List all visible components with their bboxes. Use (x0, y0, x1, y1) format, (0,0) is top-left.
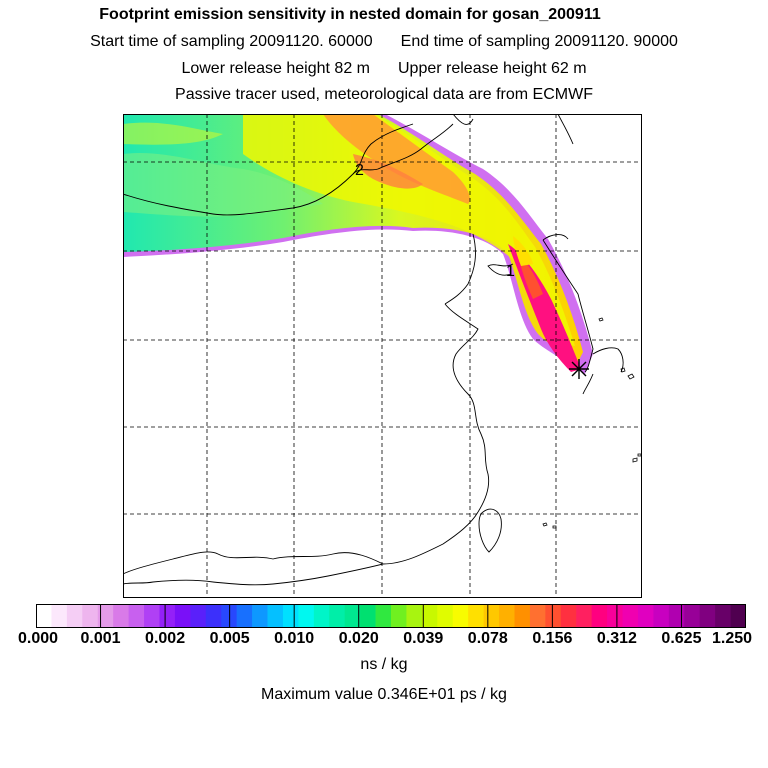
colorbar-cell (684, 604, 701, 628)
colorbar-cell (51, 604, 68, 628)
colorbar-cell (190, 604, 207, 628)
colorbar-unit: ns / kg (360, 656, 408, 673)
colorbar-cell (360, 604, 376, 628)
colorbar-tick-label: 0.020 (338, 630, 379, 647)
coastline (123, 114, 624, 586)
colorbar-tick-label: 0.312 (596, 630, 637, 647)
star-icon (569, 359, 589, 379)
maximum-value: Maximum value 0.346E+01 ps / kg (261, 686, 507, 703)
lower-release-height: Lower release height 82 m (181, 60, 370, 77)
colorbar-cell (252, 604, 268, 628)
colorbar-cell (174, 604, 191, 628)
colorbar-cell (483, 604, 500, 628)
colorbar-cell (344, 604, 361, 628)
colorbar-cell (282, 604, 299, 628)
plume-orange (323, 114, 470, 204)
end-time: End time of sampling 20091120. 90000 (400, 33, 678, 50)
colorbar-cell (468, 604, 484, 628)
colorbar-cell (236, 604, 253, 628)
colorbar-cell (375, 604, 392, 628)
colorbar-cell (128, 604, 145, 628)
plume-yellow (243, 114, 575, 346)
sampling-times: Start time of sampling 20091120. 60000 En… (0, 33, 768, 51)
release-heights: Lower release height 82 m Upper release h… (0, 60, 768, 78)
colorbar-cell (421, 604, 438, 628)
marker-2: 2 (355, 162, 364, 179)
colorbar-cell (560, 604, 577, 628)
colorbar-tick-label: 0.001 (80, 630, 121, 647)
colorbar-cell (622, 604, 639, 628)
colorbar-cell (66, 604, 83, 628)
colorbar-tick-label: 0.039 (403, 630, 444, 647)
colorbar-cell (82, 604, 99, 628)
start-time: Start time of sampling 20091120. 60000 (90, 33, 373, 50)
footprint-map: 2 1 (123, 114, 642, 598)
colorbar-cell (97, 604, 114, 628)
colorbar-cell (668, 604, 685, 628)
colorbar-cell (113, 604, 129, 628)
colorbar-cell (637, 604, 654, 628)
taiwan (478, 508, 502, 553)
colorbar-cell (514, 604, 531, 628)
colorbar-cell (406, 604, 423, 628)
colorbar-cell (591, 604, 608, 628)
colorbar-cell (715, 604, 731, 628)
colorbar-cell (159, 604, 176, 628)
colorbar-cell (329, 604, 346, 628)
marker-1: 1 (506, 263, 515, 280)
colorbar-cell (391, 604, 407, 628)
plot-title: Footprint emission sensitivity in nested… (99, 6, 601, 23)
colorbar-tick-label: 0.010 (274, 630, 315, 647)
colorbar-cell (205, 604, 222, 628)
tracer-note: Passive tracer used, meteorological data… (175, 86, 593, 103)
colorbar-cell (36, 604, 52, 628)
colorbar-cell (144, 604, 160, 628)
colorbar-cell (730, 604, 746, 628)
colorbar-cell (221, 604, 238, 628)
graticule (123, 114, 642, 598)
colorbar-tick-label: 0.625 (661, 630, 702, 647)
colorbar-tick-label: 0.000 (17, 630, 59, 647)
upper-release-height: Upper release height 62 m (398, 60, 587, 77)
colorbar-tick-label: 0.005 (209, 630, 250, 647)
colorbar-tick-label: 0.078 (467, 630, 508, 647)
colorbar-cell (298, 604, 315, 628)
colorbar-cell (267, 604, 284, 628)
colorbar (36, 604, 746, 628)
colorbar-cell (437, 604, 454, 628)
colorbar-cell (576, 604, 593, 628)
colorbar-cell (545, 604, 562, 628)
colorbar-cell (313, 604, 330, 628)
colorbar-cell (452, 604, 469, 628)
colorbar-tick-label: 1.250 (711, 630, 753, 647)
colorbar-tick-label: 0.156 (532, 630, 573, 647)
colorbar-tick-label: 0.002 (145, 630, 186, 647)
colorbar-cell (607, 604, 623, 628)
colorbar-cell (499, 604, 515, 628)
colorbar-cell (529, 604, 546, 628)
colorbar-cell (699, 604, 716, 628)
colorbar-cell (653, 604, 670, 628)
